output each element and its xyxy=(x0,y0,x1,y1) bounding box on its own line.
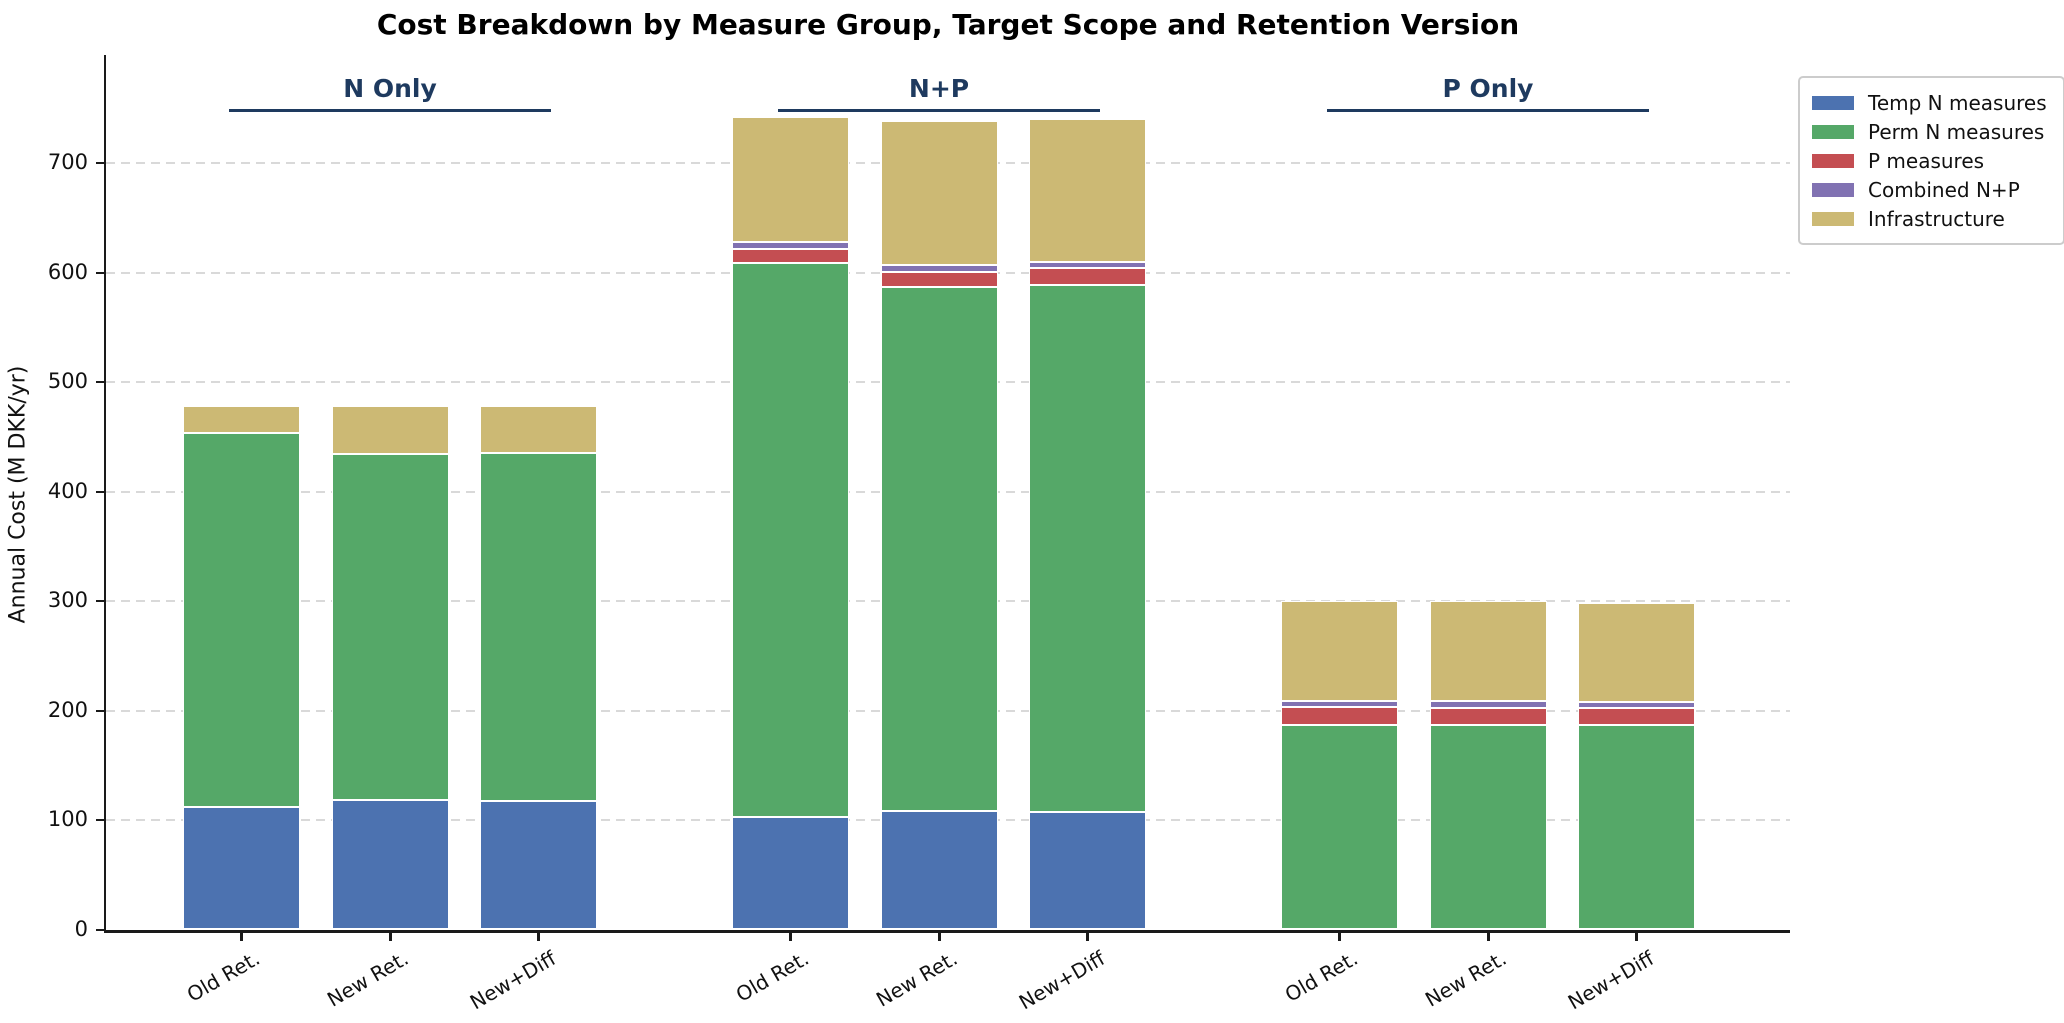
x-tick-label: New+Diff xyxy=(1564,945,1659,1014)
y-tick-label: 400 xyxy=(47,478,88,503)
bar-segment-n-p-old-ret--perm_n xyxy=(732,262,849,817)
group-underline xyxy=(229,109,551,112)
bar-segment-p-only-new-diff-combined xyxy=(1578,701,1695,709)
bar-segment-p-only-old-ret--combined xyxy=(1281,700,1398,708)
y-tick-mark-100 xyxy=(96,819,105,822)
x-tick-label: New Ret. xyxy=(871,945,961,1012)
bar-segment-n-only-new-ret--infra xyxy=(331,406,449,455)
bar-segment-n-only-new-ret--perm_n xyxy=(331,454,449,801)
x-tick-mark xyxy=(1486,931,1490,941)
legend-item-temp_n: Temp N measures xyxy=(1812,88,2047,117)
y-axis-line xyxy=(104,55,106,933)
x-tick-mark xyxy=(1086,931,1089,941)
x-tick-mark xyxy=(388,931,392,941)
y-tick-label: 0 xyxy=(74,916,88,941)
legend: Temp N measures Perm N measures P measures… xyxy=(1798,76,2064,245)
y-tick-label: 700 xyxy=(47,150,88,175)
legend-label: Combined N+P xyxy=(1868,177,2020,202)
bar-segment-n-p-new-diff-p xyxy=(1029,268,1146,285)
bar-segment-p-only-new-diff-perm_n xyxy=(1578,724,1695,930)
legend-label: Perm N measures xyxy=(1868,119,2045,144)
bar-segment-n-p-old-ret--combined xyxy=(732,242,849,249)
bar-segment-n-p-new-diff-perm_n xyxy=(1029,284,1146,813)
x-tick-label: Old Ret. xyxy=(1280,945,1362,1007)
y-tick-label: 600 xyxy=(47,259,88,284)
bar-segment-n-p-new-diff-infra xyxy=(1029,119,1146,262)
chart-title: Cost Breakdown by Measure Group, Target … xyxy=(376,8,1520,41)
y-tick-label: 500 xyxy=(47,369,88,394)
bar-segment-n-p-new-diff-temp_n xyxy=(1029,812,1146,930)
bar-segment-p-only-old-ret--infra xyxy=(1281,601,1398,701)
y-tick-mark-300 xyxy=(96,600,105,603)
bar-segment-p-only-new-ret--p xyxy=(1429,708,1547,725)
x-tick-mark xyxy=(937,931,941,941)
bar-segment-p-only-new-diff-infra xyxy=(1578,603,1695,702)
bar-segment-n-only-old-ret--infra xyxy=(183,406,300,433)
bar-segment-n-p-old-ret--temp_n xyxy=(732,816,849,930)
y-tick-mark-0 xyxy=(96,928,105,931)
x-tick-mark xyxy=(240,931,243,941)
bar-segment-n-p-new-diff-combined xyxy=(1029,261,1146,269)
p-swatch-icon xyxy=(1812,153,1854,168)
legend-label: P measures xyxy=(1868,148,1985,173)
legend-item-p: P measures xyxy=(1812,146,2047,175)
x-tick-label: Old Ret. xyxy=(731,945,813,1007)
x-tick-label: New Ret. xyxy=(1420,945,1510,1012)
group-underline xyxy=(778,109,1100,112)
bar-segment-n-only-new-ret--temp_n xyxy=(331,800,449,930)
x-tick-mark xyxy=(1635,931,1638,941)
combined-swatch-icon xyxy=(1812,182,1854,197)
x-tick-label: New+Diff xyxy=(466,945,561,1014)
bar-segment-n-p-new-ret--temp_n xyxy=(880,811,998,930)
group-header-p-only: P Only xyxy=(1442,74,1534,103)
perm_n-swatch-icon xyxy=(1812,124,1854,139)
x-tick-mark xyxy=(537,931,540,941)
x-tick-label: Old Ret. xyxy=(182,945,264,1007)
bar-segment-n-only-new-diff-temp_n xyxy=(480,801,597,930)
group-header-n-p: N+P xyxy=(908,74,970,103)
y-tick-label: 100 xyxy=(47,807,88,832)
x-tick-mark xyxy=(1338,931,1341,941)
bar-segment-p-only-old-ret--perm_n xyxy=(1281,724,1398,930)
bar-segment-p-only-old-ret--p xyxy=(1281,707,1398,725)
x-tick-label: New+Diff xyxy=(1015,945,1110,1014)
y-tick-mark-200 xyxy=(96,709,105,712)
bar-segment-n-p-new-ret--perm_n xyxy=(880,286,998,812)
group-underline xyxy=(1327,109,1649,112)
bar-segment-p-only-new-diff-p xyxy=(1578,708,1695,725)
legend-label: Temp N measures xyxy=(1868,90,2047,115)
infra-swatch-icon xyxy=(1812,211,1854,226)
bar-segment-n-only-new-diff-infra xyxy=(480,406,597,454)
x-axis-line xyxy=(104,929,1790,933)
y-tick-mark-500 xyxy=(96,381,105,384)
bar-segment-n-p-new-ret--p xyxy=(880,271,998,287)
legend-label: Infrastructure xyxy=(1868,206,2005,231)
bar-segment-n-only-new-diff-perm_n xyxy=(480,453,597,802)
y-tick-mark-600 xyxy=(96,271,105,274)
y-tick-label: 200 xyxy=(47,697,88,722)
legend-item-perm_n: Perm N measures xyxy=(1812,117,2047,146)
y-tick-mark-400 xyxy=(96,490,105,493)
y-tick-label: 300 xyxy=(47,588,88,613)
bar-segment-n-only-old-ret--temp_n xyxy=(183,806,300,930)
bar-segment-n-p-new-ret--infra xyxy=(880,120,998,266)
y-tick-mark-700 xyxy=(96,162,105,165)
bar-segment-n-p-old-ret--infra xyxy=(732,117,849,243)
legend-item-infra: Infrastructure xyxy=(1812,204,2047,233)
bar-segment-n-only-old-ret--perm_n xyxy=(183,432,300,807)
x-tick-mark xyxy=(789,931,792,941)
bar-segment-p-only-new-ret--combined xyxy=(1429,700,1547,709)
bar-segment-p-only-new-ret--perm_n xyxy=(1429,724,1547,930)
group-header-n-only: N Only xyxy=(343,74,437,103)
legend-item-combined: Combined N+P xyxy=(1812,175,2047,204)
x-tick-label: New Ret. xyxy=(322,945,412,1012)
bar-segment-n-p-old-ret--p xyxy=(732,248,849,263)
bar-segment-n-p-new-ret--combined xyxy=(880,265,998,272)
temp_n-swatch-icon xyxy=(1812,95,1854,110)
bar-segment-p-only-new-ret--infra xyxy=(1429,601,1547,701)
